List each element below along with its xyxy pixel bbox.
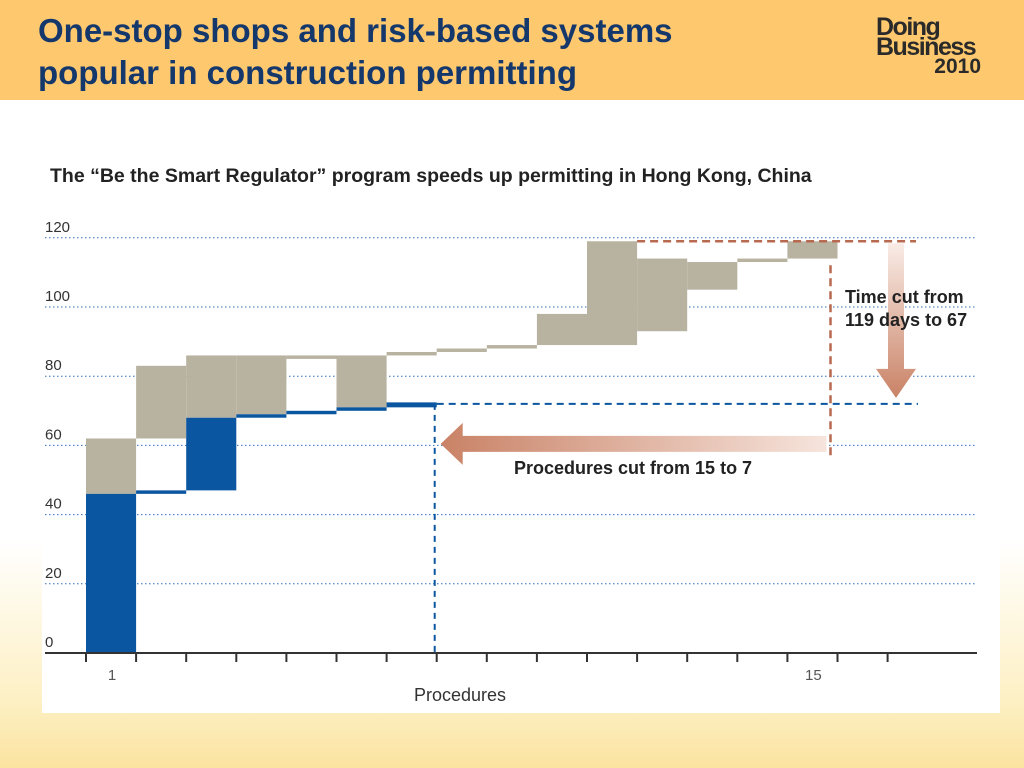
logo-line2: Business — [876, 33, 977, 61]
time-cut-line1: Time cut from — [845, 287, 964, 307]
y-tick-label-0: 0 — [45, 634, 53, 651]
y-tick-label-80: 80 — [45, 357, 62, 374]
time-cut-arrow — [876, 243, 916, 398]
time-cut-annotation: Time cut from 119 days to 67 — [845, 286, 967, 332]
x-axis-label: Procedures — [414, 685, 506, 705]
logo-line1: Doing — [876, 13, 941, 41]
tan-bar-5 — [286, 355, 337, 359]
slide-title: One-stop shops and risk-based systems po… — [38, 10, 838, 94]
tan-bar-10 — [536, 313, 587, 346]
blue-bar-3 — [186, 417, 237, 491]
y-tick-label-20: 20 — [45, 565, 62, 582]
tan-bar-11 — [587, 241, 638, 346]
procedures-cut-annotation: Procedures cut from 15 to 7 — [514, 458, 752, 479]
x-tick-label-1: 1 — [108, 667, 116, 684]
procedures-cut-arrow — [440, 422, 827, 465]
tan-bar-12 — [637, 258, 688, 332]
blue-bar-2 — [136, 490, 187, 494]
blue-bar-5 — [286, 410, 337, 415]
slide-title-line1: One-stop shops and risk-based systems — [38, 12, 673, 49]
doing-business-logo: Doing Business 2010 — [873, 13, 993, 78]
tan-bar-6 — [336, 355, 387, 408]
time-cut-line2: 119 days to 67 — [845, 310, 968, 330]
y-tick-label-60: 60 — [45, 426, 62, 443]
tan-bar-2 — [136, 365, 187, 439]
chart-title: The “Be the Smart Regulator” program spe… — [50, 165, 812, 187]
slide-title-line2: popular in construction permitting — [38, 54, 577, 91]
tan-bar-4 — [236, 355, 287, 415]
tan-bar-1 — [86, 438, 137, 494]
blue-bar-7 — [386, 403, 437, 408]
header-band — [0, 0, 1024, 100]
construction-permitting-chart: The “Be the Smart Regulator” program spe… — [45, 165, 977, 705]
chart-panel: The “Be the Smart Regulator” program spe… — [42, 140, 1000, 713]
tan-bar-9 — [486, 345, 537, 349]
procedures-cut-text: Procedures cut from 15 to 7 — [514, 458, 753, 478]
logo-line3: 2010 — [934, 55, 981, 78]
tan-bar-3 — [186, 355, 237, 418]
y-tick-label-100: 100 — [45, 288, 70, 305]
blue-bar-6 — [336, 407, 387, 411]
tan-bar-8 — [436, 348, 487, 352]
tan-bar-15 — [787, 241, 838, 259]
blue-bar-1 — [86, 493, 137, 653]
tan-bar-7 — [386, 351, 437, 356]
tan-bar-13 — [687, 262, 738, 290]
x-tick-label-15: 15 — [805, 667, 822, 684]
blue-bar-4 — [236, 414, 287, 418]
y-tick-label-120: 120 — [45, 219, 70, 236]
tan-bar-14 — [737, 258, 788, 263]
y-tick-label-40: 40 — [45, 496, 62, 513]
